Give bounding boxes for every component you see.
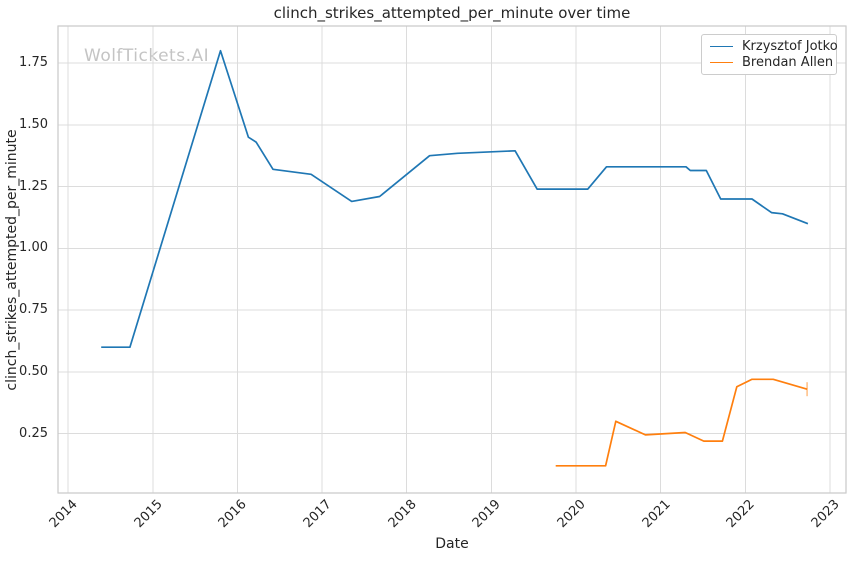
legend-label: Brendan Allen [742, 55, 834, 71]
y-axis-label: clinch_strikes_attempted_per_minute [4, 129, 20, 391]
chart-title: clinch_strikes_attempted_per_minute over… [273, 4, 631, 22]
watermark: WolfTickets.AI [84, 46, 210, 66]
y-tick-label: 0.25 [19, 425, 48, 441]
legend-line-swatch-blue [710, 45, 733, 47]
y-tick-label: 1.50 [19, 116, 48, 132]
y-tick-label: 1.25 [19, 178, 48, 194]
y-tick-label: 0.50 [19, 363, 48, 379]
legend: Krzysztof Jotko Brendan Allen [701, 34, 838, 75]
legend-label: Krzysztof Jotko [742, 38, 838, 54]
y-tick-label: 1.00 [19, 240, 48, 256]
y-tick-label: 1.75 [19, 55, 48, 71]
legend-line-swatch-orange [710, 62, 733, 64]
legend-item-brendan-allen: Brendan Allen [710, 55, 834, 71]
y-tick-label: 0.75 [19, 302, 48, 318]
x-axis-label: Date [435, 536, 469, 552]
legend-item-krzysztof-jotko: Krzysztof Jotko [710, 39, 838, 54]
